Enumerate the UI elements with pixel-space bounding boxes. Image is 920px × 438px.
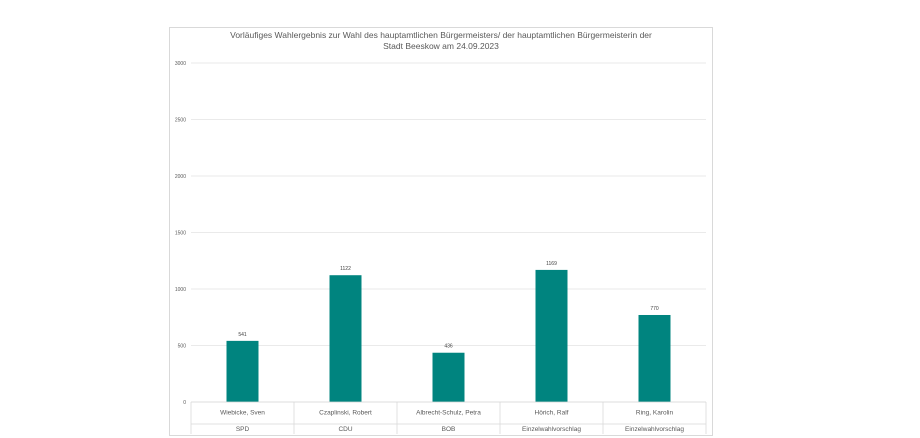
bar (329, 275, 362, 402)
x-group-label: BOB (442, 426, 456, 433)
data-label: 1169 (546, 261, 557, 267)
x-group-label: Einzelwahlvorschlag (625, 426, 684, 433)
y-tick-label: 0 (183, 400, 186, 406)
y-tick-label: 2000 (175, 174, 186, 180)
y-tick-label: 1500 (175, 230, 186, 236)
bar (638, 314, 671, 402)
y-tick-label: 1000 (175, 287, 186, 293)
x-category-label: Czaplinski, Robert (319, 410, 372, 417)
chart-title-line-2: Stadt Beeskow am 24.09.2023 (383, 41, 499, 51)
y-tick-label: 2500 (175, 117, 186, 123)
bar (226, 340, 259, 402)
chart-title: Vorläufiges Wahlergebnis zur Wahl des ha… (169, 30, 713, 52)
x-group-label: SPD (236, 426, 250, 433)
chart-title-line-1: Vorläufiges Wahlergebnis zur Wahl des ha… (230, 30, 652, 40)
x-category-label: Wiebicke, Sven (220, 410, 265, 417)
x-group-label: CDU (338, 426, 352, 433)
bar (432, 352, 465, 402)
x-category-label: Albrecht-Schulz, Petra (416, 410, 481, 417)
x-group-label: Einzelwahlvorschlag (522, 426, 581, 433)
x-category-label: Hörich, Ralf (535, 410, 569, 417)
y-tick-label: 500 (178, 343, 187, 349)
y-tick-label: 3000 (175, 61, 186, 67)
x-category-label: Ring, Karolin (636, 410, 674, 417)
data-label: 541 (238, 332, 247, 338)
bar (535, 269, 568, 402)
data-label: 770 (650, 306, 659, 312)
data-label: 1122 (340, 266, 351, 272)
data-label: 436 (444, 344, 453, 350)
